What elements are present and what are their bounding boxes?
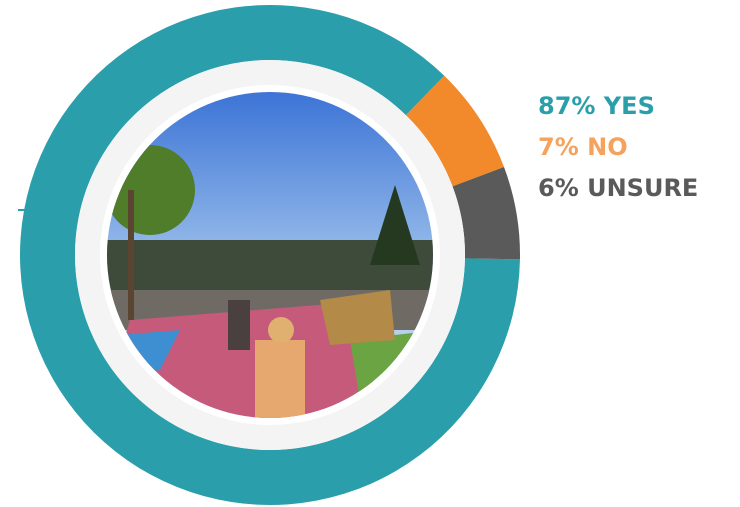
donut <box>20 4 520 505</box>
donut-segment <box>452 167 520 260</box>
legend-label: 87% YES <box>538 92 655 120</box>
donut-segment <box>405 75 505 187</box>
photo <box>107 92 433 418</box>
legend-label: 7% NO <box>538 133 628 161</box>
legend-label: 6% UNSURE <box>538 174 698 202</box>
